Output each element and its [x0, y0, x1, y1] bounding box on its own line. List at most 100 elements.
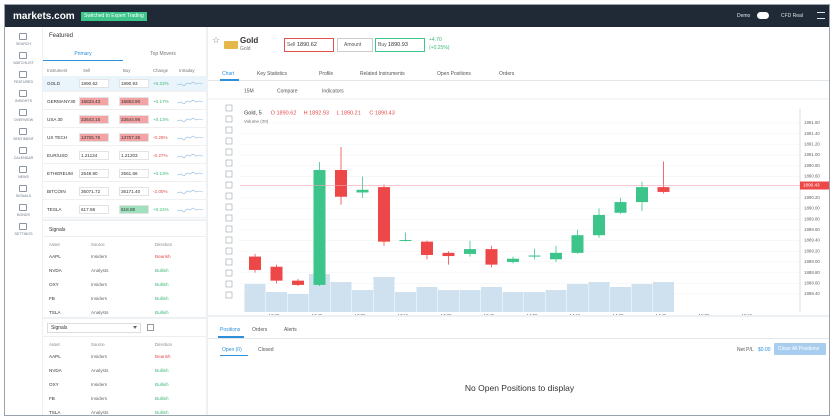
source[interactable]: Insiders [91, 354, 108, 359]
direction[interactable]: Bearish [155, 354, 171, 359]
tab[interactable]: Chart [222, 71, 235, 77]
sell-price[interactable]: 33643.15 [81, 117, 101, 122]
source[interactable]: Analysts [91, 310, 109, 315]
asset[interactable]: FB [49, 296, 55, 301]
sell-price[interactable]: 2548.80 [81, 171, 98, 176]
sell-price[interactable]: 617.58 [81, 207, 96, 212]
positions-subtab[interactable]: Open (0) [222, 347, 242, 353]
sidebar-icon[interactable] [19, 33, 27, 40]
instrument-row[interactable] [43, 202, 206, 218]
sidebar-label[interactable]: WATCHLIST [13, 61, 34, 65]
buy-cell[interactable]: 1.21203 [119, 151, 149, 160]
change[interactable]: -2.00% [153, 189, 168, 194]
buy-cell[interactable]: 15853.90 [119, 97, 149, 106]
sell-price[interactable]: 1890.62 [81, 81, 98, 86]
sidebar-label[interactable]: BONDS [17, 213, 30, 217]
filter-icon[interactable] [147, 324, 154, 331]
instrument-name[interactable]: EUR/USD [47, 153, 68, 158]
sidebar-icon[interactable] [19, 223, 27, 230]
change[interactable]: +0.24% [153, 207, 169, 212]
sidebar-icon[interactable] [19, 185, 27, 192]
buy-price[interactable]: 2561.66 [121, 171, 138, 176]
tab[interactable]: Related Instruments [360, 71, 405, 77]
signals-dropdown[interactable]: Signals [47, 323, 141, 333]
sell-cell[interactable]: 1890.62 [79, 79, 109, 88]
asset[interactable]: TSLA [49, 410, 61, 415]
instrument-name[interactable]: GERMANY30 [47, 99, 76, 104]
positions-tab[interactable]: Alerts [284, 327, 297, 333]
direction[interactable]: Bullish [155, 296, 169, 301]
sidebar-icon[interactable] [19, 90, 27, 97]
buy-cell[interactable]: 1890.93 [119, 79, 149, 88]
direction[interactable]: Bullish [155, 282, 169, 287]
dropdown-label[interactable]: Signals [51, 325, 68, 331]
sidebar-label[interactable]: OVERVIEW [13, 118, 34, 122]
tab[interactable]: Open Positions [437, 71, 471, 77]
sell-cell[interactable]: 617.58 [79, 205, 109, 214]
instrument-name[interactable]: US TECH [47, 135, 68, 140]
sell-cell[interactable]: 13705.75 [79, 133, 109, 142]
asset[interactable]: OXY [49, 282, 59, 287]
change[interactable]: -0.27% [153, 153, 168, 158]
sidebar-label[interactable]: INSIGHTS [15, 99, 32, 103]
direction[interactable]: Bullish [155, 410, 169, 415]
sell-cell[interactable]: 36071.72 [79, 187, 109, 196]
sidebar-icon[interactable] [19, 71, 27, 78]
buy-cell[interactable]: 2561.66 [119, 169, 149, 178]
source[interactable]: Insiders [91, 296, 108, 301]
asset[interactable]: AAPL [49, 254, 61, 259]
sell-cell[interactable]: 33643.15 [79, 115, 109, 124]
star-icon[interactable]: ☆ [212, 35, 221, 45]
buy-price[interactable]: 618.88 [121, 207, 136, 212]
direction[interactable]: Bullish [155, 310, 169, 315]
buy-cell[interactable]: 618.88 [119, 205, 149, 214]
sidebar-icon[interactable] [19, 109, 27, 116]
instrument-row[interactable] [43, 130, 206, 146]
sidebar-label[interactable]: FEATURED [13, 80, 34, 84]
source[interactable]: Analysts [91, 410, 109, 415]
sell-price[interactable]: 15833.43 [81, 99, 101, 104]
positions-tab[interactable]: Orders [252, 327, 268, 333]
mode-toggle[interactable] [757, 12, 769, 19]
buy-cell[interactable]: 33644.96 [119, 115, 149, 124]
tab[interactable]: Orders [499, 71, 515, 77]
sidebar-label[interactable]: SIGNALS [15, 194, 32, 198]
instrument-name[interactable]: GOLD [47, 81, 61, 86]
buy-button[interactable]: Buy 1890.93 [375, 38, 425, 52]
asset[interactable]: NVDA [49, 268, 62, 273]
instrument-row[interactable] [43, 166, 206, 182]
source[interactable]: Insiders [91, 254, 108, 259]
change[interactable]: +0.22% [153, 81, 169, 86]
sidebar-label[interactable]: NEWS [18, 175, 29, 179]
buy-cell[interactable]: 13707.35 [119, 133, 149, 142]
instrument-name[interactable]: TESLA [47, 207, 62, 212]
direction[interactable]: Bullish [155, 268, 169, 273]
change[interactable]: +0.13% [153, 117, 169, 122]
sell-price[interactable]: 36071.72 [81, 189, 101, 194]
close-all-button[interactable]: Close All Positions [774, 343, 826, 355]
instrument-row[interactable] [43, 184, 206, 200]
sell-cell[interactable]: 15833.43 [79, 97, 109, 106]
buy-cell[interactable]: 36171.40 [119, 187, 149, 196]
panel-tab[interactable]: Top Movers [150, 51, 176, 57]
sidebar-icon[interactable] [19, 204, 27, 211]
buy-price[interactable]: 1.21203 [121, 153, 138, 158]
tab[interactable]: Key Statistics [257, 71, 288, 77]
instrument-row[interactable] [43, 112, 206, 128]
positions-subtab[interactable]: Closed [258, 347, 274, 353]
close-all-label[interactable]: Close All Positions [778, 346, 820, 352]
instrument-name[interactable]: ETHEREUM [47, 171, 73, 176]
source[interactable]: Insiders [91, 282, 108, 287]
instrument-row[interactable] [43, 148, 206, 164]
sell-price[interactable]: 13705.75 [81, 135, 101, 140]
sidebar-icon[interactable] [19, 147, 27, 154]
sidebar-label[interactable]: CALENDAR [13, 156, 34, 160]
direction[interactable]: Bullish [155, 368, 169, 373]
asset[interactable]: AAPL [49, 354, 61, 359]
account-label[interactable]: CFD Real [781, 13, 803, 19]
change[interactable]: +0.17% [153, 99, 169, 104]
buy-price[interactable]: 1890.93 [121, 81, 138, 86]
buy-price[interactable]: 15853.90 [121, 99, 141, 104]
amount-input[interactable]: Amount [337, 38, 373, 52]
instrument-row[interactable] [43, 94, 206, 110]
